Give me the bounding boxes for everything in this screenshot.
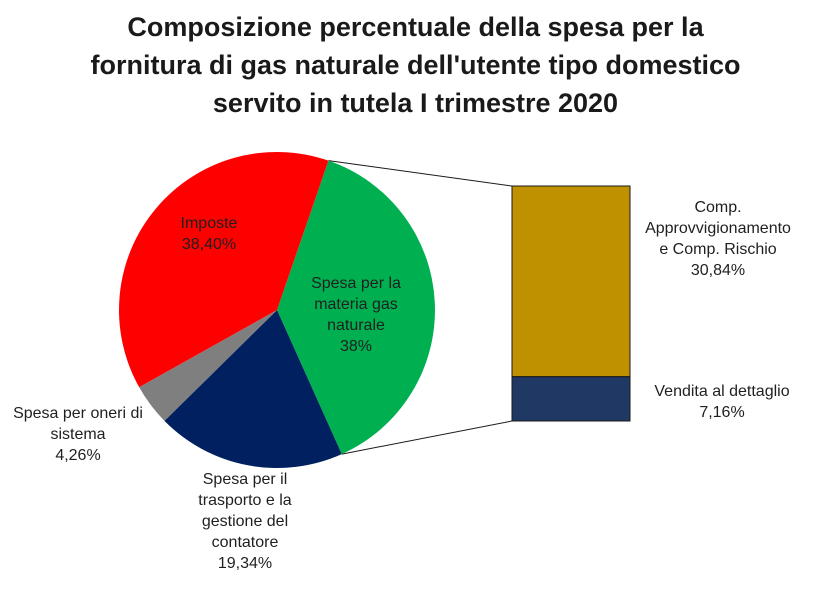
data-label-line: 30,84% — [691, 262, 745, 279]
bar-segment-vendita — [511, 376, 631, 422]
pie-slice-materia — [277, 160, 435, 455]
breakdown-bar — [511, 185, 631, 422]
connector-line-bottom — [341, 420, 513, 455]
data-label-line: materia gas — [314, 296, 398, 313]
pie-slice-trasporto — [164, 310, 342, 468]
chart-title-line-3: servito in tutela I trimestre 2020 — [212, 88, 619, 118]
data-label-line: 38% — [340, 338, 372, 355]
chart-title-line-2: fornitura di gas naturale dell'utente ti… — [90, 50, 741, 80]
data-label-line: 4,26% — [55, 447, 100, 464]
data-label-line: 19,34% — [218, 555, 272, 572]
data-label-materia: Spesa per la materia gas naturale 38% — [311, 275, 401, 355]
data-label-line: sistema — [50, 426, 105, 443]
data-label-line: 38,40% — [182, 236, 236, 253]
data-label-approvvigionamento: Comp. Approvvigionamento e Comp. Rischio 30… — [645, 199, 791, 279]
data-labels: Spesa per la materia gas naturale 38%Spesa … — [13, 199, 791, 572]
data-label-line: 7,16% — [699, 404, 744, 421]
pie-slices — [118, 152, 435, 468]
data-label-line: Spesa per il — [203, 471, 288, 488]
data-label-line: e Comp. Rischio — [659, 241, 776, 258]
data-label-line: Vendita al dettaglio — [654, 383, 789, 400]
data-label-line: Approvvigionamento — [645, 220, 791, 237]
data-label-vendita: Vendita al dettaglio 7,16% — [654, 383, 789, 421]
data-label-line: gestione del — [202, 513, 288, 530]
chart-title-line-1: Composizione percentuale della spesa per… — [127, 12, 704, 42]
data-label-line: Imposte — [181, 215, 238, 232]
data-label-line: contatore — [212, 534, 279, 551]
pie-slice-oneri — [139, 310, 277, 421]
data-label-line: naturale — [327, 317, 385, 334]
chart-title: Composizione percentuale della spesa per… — [0, 8, 831, 122]
bar-segment-approvvigionamento — [511, 185, 631, 378]
connector-lines — [328, 160, 513, 455]
data-label-oneri: Spesa per oneri di sistema 4,26% — [13, 405, 143, 464]
data-label-line: trasporto e la — [198, 492, 291, 509]
data-label-line: Comp. — [694, 199, 741, 216]
pie-slice-imposte — [118, 152, 329, 388]
data-label-imposte: Imposte 38,40% — [181, 215, 238, 253]
connector-line-top — [328, 160, 513, 187]
data-label-trasporto: Spesa per il trasporto e la gestione del co… — [198, 471, 291, 572]
data-label-line: Spesa per la — [311, 275, 401, 292]
data-label-line: Spesa per oneri di — [13, 405, 143, 422]
